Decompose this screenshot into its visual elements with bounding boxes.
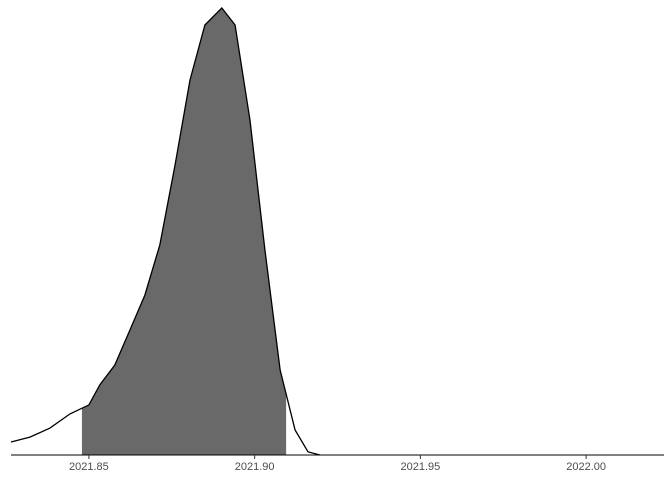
density-line — [10, 7, 321, 456]
x-tick-label: 2021.95 — [400, 461, 440, 473]
x-tick-label: 2021.85 — [69, 461, 109, 473]
x-tick-label: 2021.90 — [235, 461, 275, 473]
interval-area — [81, 8, 287, 455]
x-tick-label: 2022.00 — [566, 461, 606, 473]
